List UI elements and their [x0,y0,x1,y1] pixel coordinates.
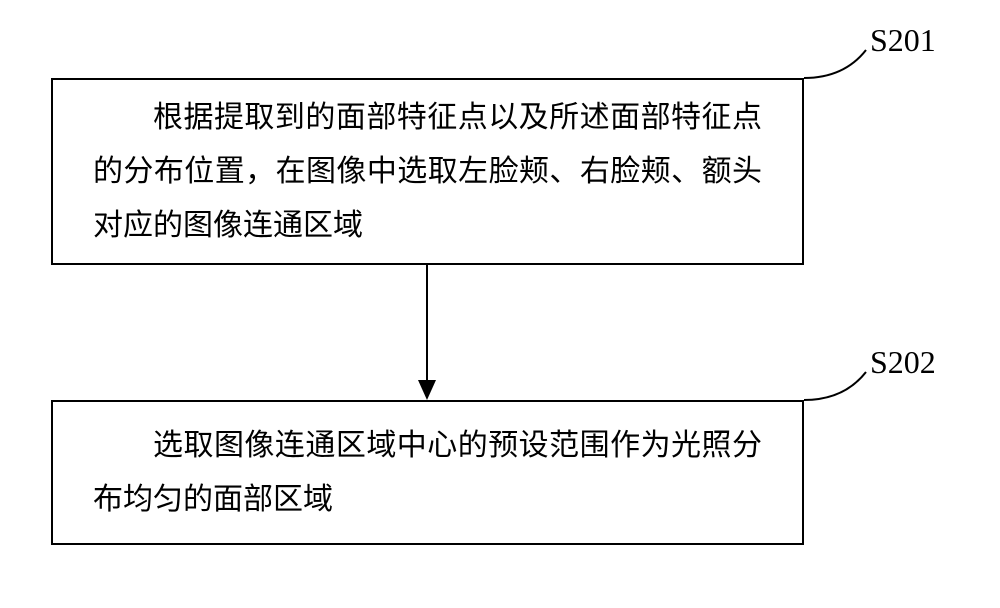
flow-step-s201: 根据提取到的面部特征点以及所述面部特征点的分布位置，在图像中选取左脸颊、右脸颊、… [51,78,804,265]
callout-s201 [804,48,884,88]
flow-step-s201-text: 根据提取到的面部特征点以及所述面部特征点的分布位置，在图像中选取左脸颊、右脸颊、… [93,91,762,253]
flow-step-s202-text: 选取图像连通区域中心的预设范围作为光照分布均匀的面部区域 [93,419,762,527]
flow-arrow [415,265,439,400]
flow-step-s202: 选取图像连通区域中心的预设范围作为光照分布均匀的面部区域 [51,400,804,545]
callout-s202 [804,370,884,410]
